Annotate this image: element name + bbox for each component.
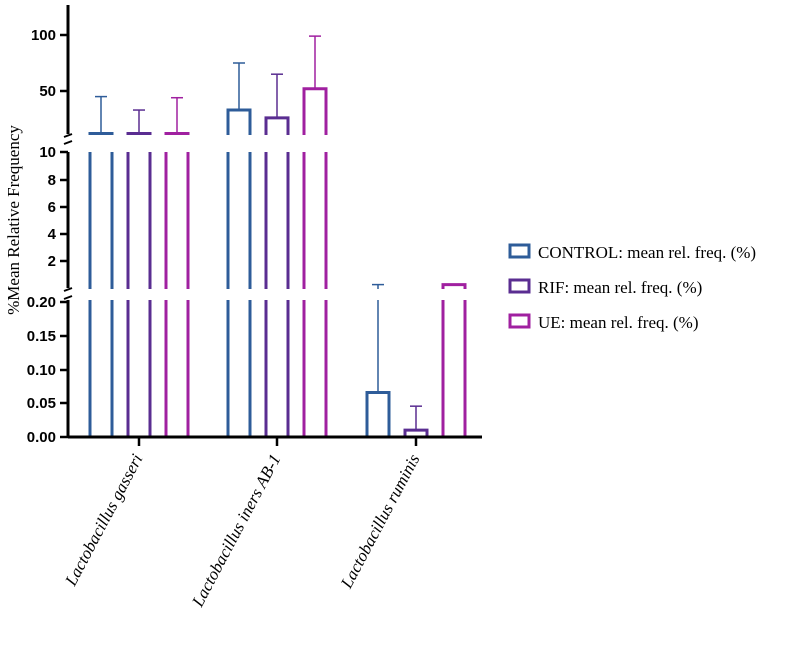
axis-break-mark [63,287,73,292]
y-tick-label: 8 [48,172,56,189]
y-tick-label: 0.00 [27,429,56,446]
bar-0-2 [365,390,391,437]
y-tick-label: 6 [48,199,56,216]
legend-label-0: CONTROL: mean rel. freq. (%) [538,243,756,262]
legend: CONTROL: mean rel. freq. (%) RIF: mean re… [508,243,756,332]
legend-swatch-2 [508,313,531,329]
x-axis-ticks: Lactobacillus gasseri Lactobacillus iners… [61,437,424,611]
axis-break-mark [63,140,73,145]
x-tick-label: Lactobacillus ruminis [336,451,423,592]
y-tick-label: 2 [48,253,56,270]
axis-breaks [63,133,485,300]
error-bars [95,35,460,431]
bar-2-2 [441,283,467,437]
bar-2-0 [164,132,190,437]
y-tick-label: 100 [31,27,56,44]
y-tick-label: 4 [48,226,57,243]
y-tick-label: 0.15 [27,328,56,345]
x-tick-label: Lactobacillus gasseri [61,451,147,590]
bar-1-1 [264,116,290,437]
legend-swatch-0 [508,243,531,259]
bar-0-1 [226,108,252,437]
legend-label-1: RIF: mean rel. freq. (%) [538,278,702,297]
y-tick-label: 0.10 [27,362,56,379]
axis-break-mark [63,133,73,138]
axis-break-mark [63,295,73,300]
y-axis: 0.00 0.05 0.10 0.15 0.20 2 4 6 8 10 50 100 [27,5,70,446]
axis-break-gap [75,289,485,300]
legend-swatch-1 [508,278,531,294]
y-tick-label: 0.05 [27,395,56,412]
legend-label-2: UE: mean rel. freq. (%) [538,313,698,332]
y-tick-label: 10 [39,144,56,161]
y-tick-label: 50 [39,83,56,100]
y-axis-label: %Mean Relative Frequency [4,125,23,315]
bar-0-0 [88,132,114,437]
bar-1-0 [126,132,152,437]
axis-break-gap [75,135,485,152]
x-tick-label: Lactobacillus iners AB-1 [188,451,285,611]
y-tick-label: 0.20 [27,294,56,311]
